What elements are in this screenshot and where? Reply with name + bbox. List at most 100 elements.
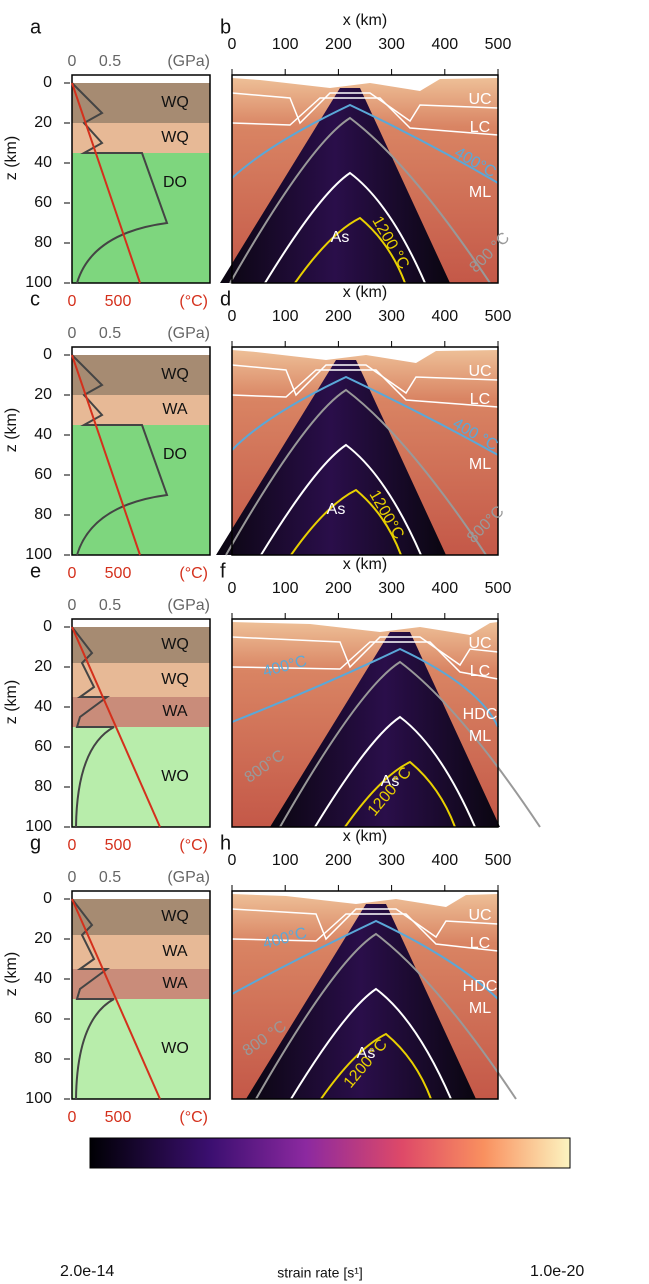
temp-tick: 500 <box>105 293 132 310</box>
z-tick: 20 <box>34 658 52 675</box>
strength-tick: 0.5 <box>99 325 121 342</box>
topography <box>232 75 498 91</box>
isotherm-800 <box>279 660 541 828</box>
zone-label: UC <box>468 907 491 924</box>
x-tick: 300 <box>378 308 405 325</box>
z-tick: 40 <box>34 426 52 443</box>
zone-label: As <box>357 1045 376 1062</box>
strength-tick: 0.5 <box>99 597 121 614</box>
strength-unit: (GPa) <box>167 597 210 614</box>
z-tick: 40 <box>34 698 52 715</box>
z-tick: 40 <box>34 970 52 987</box>
panel-letter: c <box>30 288 40 310</box>
layer-label: WQ <box>161 636 189 653</box>
x-tick: 200 <box>325 36 352 53</box>
frame <box>231 618 499 828</box>
x-tick: 100 <box>272 580 299 597</box>
z-tick: 60 <box>34 466 52 483</box>
z-tick: 100 <box>25 818 52 835</box>
layer <box>72 999 210 1099</box>
contour-uc <box>231 364 499 397</box>
x-tick: 100 <box>272 852 299 869</box>
z-tick: 0 <box>43 74 52 91</box>
layer-label: WQ <box>161 94 189 111</box>
strength-curve <box>71 898 115 1100</box>
isotherm-1200 <box>294 216 406 284</box>
layer <box>72 899 210 935</box>
zone-label: UC <box>468 363 491 380</box>
strength-tick: 0 <box>68 869 77 886</box>
layer <box>72 727 210 827</box>
temp-unit: (°C) <box>179 837 208 854</box>
asthenosphere <box>260 443 422 556</box>
frame <box>71 890 211 1100</box>
x-tick: 200 <box>325 308 352 325</box>
strength-tick: 0 <box>68 53 77 70</box>
contour-lc <box>231 641 499 680</box>
frame <box>71 346 211 556</box>
topography <box>232 891 498 907</box>
temp-tick: 500 <box>105 837 132 854</box>
z-tick: 60 <box>34 194 52 211</box>
layer-label: WQ <box>161 366 189 383</box>
isotherm-800 <box>229 116 491 284</box>
x-tick: 500 <box>485 580 512 597</box>
zone-label: ML <box>469 728 491 745</box>
layer <box>72 663 210 697</box>
x-tick: 300 <box>378 852 405 869</box>
geotherm <box>71 82 141 284</box>
isotherm-400 <box>231 103 499 184</box>
x-label: x (km) <box>343 284 387 301</box>
zone-label: LC <box>470 663 490 680</box>
x-tick: 0 <box>228 852 237 869</box>
contour-lc <box>231 369 499 408</box>
z-tick: 100 <box>25 546 52 563</box>
x-tick: 300 <box>378 36 405 53</box>
strength-tick: 0 <box>68 325 77 342</box>
zone-label: LC <box>470 391 490 408</box>
layer <box>72 153 210 283</box>
x-tick: 400 <box>431 580 458 597</box>
layer-label: WO <box>161 1040 189 1057</box>
zone-label: HDC <box>463 978 498 995</box>
z-label: z (km) <box>3 408 20 452</box>
colorbar-label: strain rate [s¹] <box>277 1265 363 1281</box>
temp-tick: 0 <box>68 293 77 310</box>
z-tick: 0 <box>43 346 52 363</box>
x-label: x (km) <box>343 828 387 845</box>
panel-letter: f <box>220 560 226 582</box>
layer <box>72 969 210 999</box>
x-tick: 200 <box>325 580 352 597</box>
geotherm <box>71 354 141 556</box>
temp-tick: 500 <box>105 1109 132 1126</box>
strength-tick: 0.5 <box>99 53 121 70</box>
contour-uc <box>231 908 499 941</box>
colorbar-max: 1.0e-20 <box>530 1263 584 1280</box>
zone-label: ML <box>469 184 491 201</box>
layer-label: WQ <box>161 671 189 688</box>
zone-label: ML <box>469 1000 491 1017</box>
strength-unit: (GPa) <box>167 325 210 342</box>
z-tick: 80 <box>34 778 52 795</box>
z-tick: 20 <box>34 114 52 131</box>
temp-unit: (°C) <box>179 565 208 582</box>
x-tick: 400 <box>431 852 458 869</box>
x-tick: 400 <box>431 36 458 53</box>
x-tick: 0 <box>228 580 237 597</box>
frame <box>71 74 211 284</box>
temp-unit: (°C) <box>179 293 208 310</box>
isotherm-800 <box>225 388 487 556</box>
zone-label: As <box>331 229 350 246</box>
z-label: z (km) <box>3 952 20 996</box>
z-tick: 100 <box>25 274 52 291</box>
strength-tick: 0.5 <box>99 869 121 886</box>
frame <box>231 890 499 1100</box>
frame <box>71 618 211 828</box>
panel-letter: d <box>220 288 231 310</box>
z-label: z (km) <box>3 680 20 724</box>
zone-label: LC <box>470 935 490 952</box>
contour-uc <box>231 636 499 669</box>
z-label: z (km) <box>3 136 20 180</box>
